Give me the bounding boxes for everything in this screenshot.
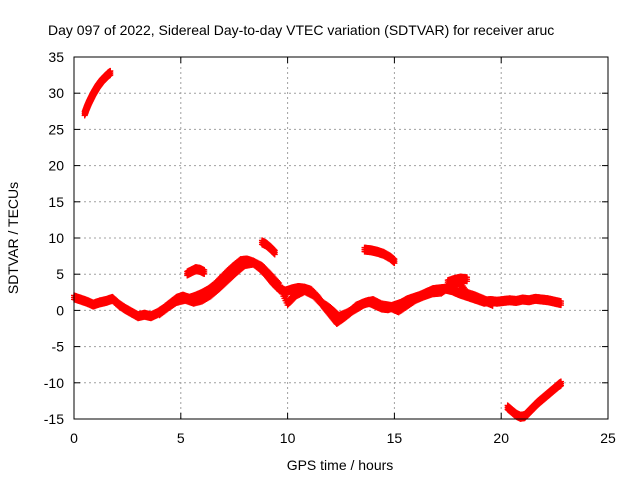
data-point (489, 302, 496, 309)
series-bump-d (444, 273, 471, 288)
x-tick-label: 0 (70, 430, 78, 446)
data-point (201, 271, 208, 278)
grid-lines (74, 57, 608, 419)
data-point (558, 382, 565, 389)
series-bump-a (184, 264, 208, 279)
series-low-arc (504, 378, 565, 422)
axis-ticks: 0 5 10 15 20 25 -15 -10 -5 0 5 10 15 20 25 30 35 (44, 49, 616, 446)
series-secondary-band (156, 257, 496, 322)
series-main-band (71, 255, 565, 327)
series-bump-b (258, 237, 278, 258)
y-tick-label: 10 (48, 230, 64, 246)
x-tick-label: 10 (280, 430, 296, 446)
data-point (107, 71, 114, 78)
y-tick-label: 5 (56, 266, 64, 282)
y-tick-label: 30 (48, 85, 64, 101)
y-tick-label: 35 (48, 49, 64, 65)
chart-title: Day 097 of 2022, Sidereal Day-to-day VTE… (48, 22, 554, 38)
y-tick-label: 25 (48, 121, 64, 137)
y-tick-label: -5 (52, 339, 65, 355)
series-high-arc (81, 67, 114, 119)
y-axis-label: SDTVAR / TECUs (5, 182, 21, 294)
y-tick-label: 0 (56, 302, 64, 318)
series-bump-c (361, 244, 398, 267)
y-tick-label: 15 (48, 194, 64, 210)
y-tick-label: -15 (44, 411, 64, 427)
x-axis-label: GPS time / hours (287, 457, 394, 473)
data-point (391, 260, 398, 267)
x-tick-label: 20 (493, 430, 509, 446)
x-tick-label: 25 (600, 430, 616, 446)
data-point (558, 302, 565, 309)
x-tick-label: 15 (387, 430, 403, 446)
x-tick-label: 5 (177, 430, 185, 446)
data-point (464, 278, 471, 285)
y-tick-label: -10 (44, 375, 64, 391)
y-tick-label: 20 (48, 158, 64, 174)
data-point (271, 251, 278, 258)
data-points (71, 67, 565, 422)
